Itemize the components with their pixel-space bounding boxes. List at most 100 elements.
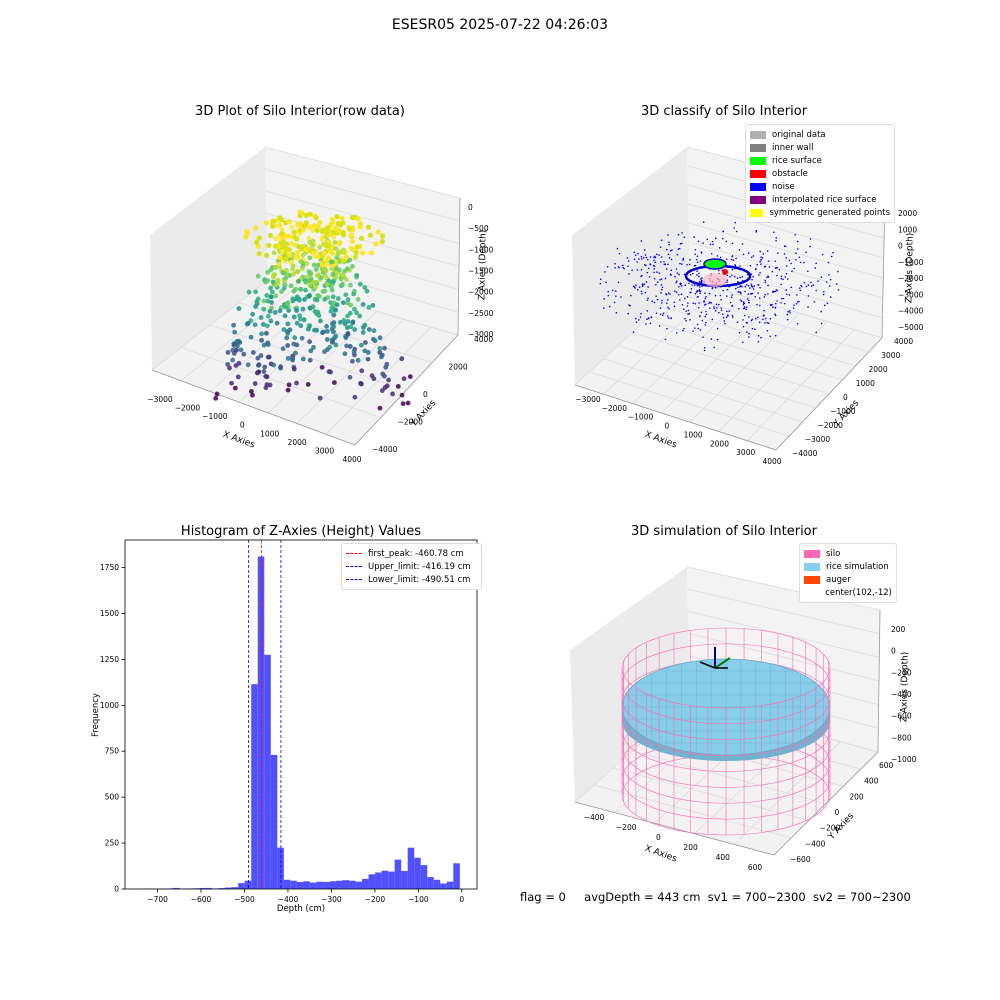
panel2-noise-point: [636, 269, 639, 271]
panel2-noise-point: [780, 297, 783, 300]
legend-label: Upper_limit: -416.19 cm: [368, 561, 471, 572]
panel1-y-tick-label: 2000: [449, 363, 468, 372]
panel1-data-point: [293, 350, 298, 356]
histogram-bar: [251, 684, 258, 889]
panel1-data-point: [293, 286, 299, 292]
panel2-noise-point: [689, 318, 691, 321]
legend-swatch: [750, 130, 766, 139]
panel1-data-point: [327, 344, 333, 350]
panel4-z-tick-label: −800: [891, 733, 912, 742]
panel2-x-tick-label: −2000: [602, 404, 628, 413]
panel2-noise-point: [681, 242, 683, 245]
panel2-noise-point: [785, 256, 788, 259]
panel2-noise-point: [633, 251, 636, 254]
panel2-noise-point: [692, 302, 695, 305]
histogram-x-tick-label: −700: [147, 895, 168, 904]
legend-item: original data: [750, 128, 890, 141]
panel2-noise-point: [785, 293, 788, 296]
panel2-y-tick-label: −3000: [805, 435, 831, 444]
histogram-legend: first_peak: -460.78 cm Upper_limit: -416.…: [341, 543, 482, 590]
panel1-data-point: [329, 337, 335, 343]
panel2-x-tick-label: 2000: [710, 439, 729, 448]
panel1-data-point: [316, 272, 321, 278]
panel1-data-point: [305, 381, 311, 387]
panel2-noise-point: [776, 289, 779, 292]
histogram-y-tick-label: 1000: [100, 701, 119, 710]
panel1-data-point: [333, 307, 338, 313]
histogram-y-tick-label: 1250: [100, 655, 119, 664]
panel2-z-tick-label: 2000: [898, 209, 917, 218]
panel1-z-tick-label: −1500: [468, 267, 494, 276]
panel1-data-point: [273, 282, 279, 288]
panel2-noise-point: [744, 290, 746, 293]
panel1-data-point: [324, 229, 330, 235]
panel2-noise-point: [716, 255, 719, 257]
panel2-noise-point: [653, 301, 656, 304]
panel2-noise-point: [674, 275, 676, 278]
panel2-noise-point: [782, 297, 785, 300]
histogram-x-tick-label: −400: [278, 895, 299, 904]
panel2-noise-point: [731, 305, 734, 307]
legend-label: rice surface: [772, 155, 822, 166]
panel1-data-point: [307, 255, 313, 261]
panel2-noise-point: [713, 306, 715, 308]
panel2-noise-point: [759, 271, 761, 274]
panel1-data-point: [354, 244, 360, 250]
panel2-noise-point: [793, 267, 795, 270]
panel4-y-tick-label: 0: [835, 808, 840, 817]
legend-item: interpolated rice surface: [750, 193, 890, 206]
panel1-data-point: [300, 306, 306, 312]
panel4-x-ticks: −400 −200 0 200 400 600: [584, 813, 763, 872]
panel2-noise-point: [791, 270, 793, 272]
panel1-data-point: [265, 313, 271, 319]
panel1-data-point: [268, 267, 274, 273]
panel2-noise-point: [746, 298, 749, 300]
panel1-data-point: [246, 289, 252, 295]
panel2-noise-point: [645, 281, 648, 283]
panel2-noise-point: [810, 285, 813, 287]
panel2-noise-point: [670, 317, 672, 319]
panel2-noise-point: [807, 270, 809, 273]
panel1-data-point: [365, 350, 371, 355]
panel2-noise-point: [647, 317, 650, 320]
panel2-noise-point: [679, 299, 681, 301]
panel2-noise-point: [828, 285, 831, 287]
panel1-data-point: [315, 254, 322, 260]
panel1-x-label: X Axies: [221, 430, 256, 451]
panel4-z-tick-label: −200: [891, 668, 912, 677]
legend-swatch: [804, 589, 819, 597]
histogram-vlines: [248, 540, 282, 889]
panel4-z-tick-label: 0: [891, 647, 896, 656]
panel1-data-point: [310, 304, 316, 310]
panel1-data-point: [363, 340, 368, 345]
panel2-noise-point: [656, 281, 659, 283]
panel1-data-point: [303, 247, 310, 253]
panel2-noise-point: [680, 293, 683, 296]
panel1-data-point: [348, 302, 354, 308]
panel1-data-point: [311, 262, 317, 268]
panel2-noise-point: [737, 286, 739, 289]
panel2-noise-point: [694, 264, 697, 267]
panel1-data-point: [325, 255, 332, 261]
panel2-noise-point: [652, 264, 655, 267]
panel2-noise-point: [774, 334, 777, 337]
panel2-noise-point: [729, 301, 732, 304]
panel1-data-point: [399, 392, 405, 398]
panel2-noise-point: [658, 272, 661, 274]
panel1-data-point: [322, 288, 328, 294]
panel2-noise-point: [783, 253, 786, 255]
panel2-noise-point: [731, 268, 734, 271]
panel2-noise-point: [747, 284, 750, 287]
panel2-noise-point: [646, 299, 649, 301]
panel2-noise-point: [796, 294, 798, 296]
panel2-noise-point: [703, 349, 706, 352]
panel2-noise-point: [661, 314, 664, 317]
panel1-data-point: [282, 282, 288, 288]
panel2-y-ticks: −4000 −3000 −2000 −1000 0 1000 2000 3000 4000: [792, 337, 913, 458]
histogram-bar: [199, 888, 206, 889]
panel2-noise-point: [621, 264, 624, 267]
panel2-noise-point: [750, 319, 753, 322]
panel2-noise-point: [700, 282, 703, 284]
panel1-data-point: [250, 392, 255, 398]
panel1-data-point: [255, 273, 261, 279]
